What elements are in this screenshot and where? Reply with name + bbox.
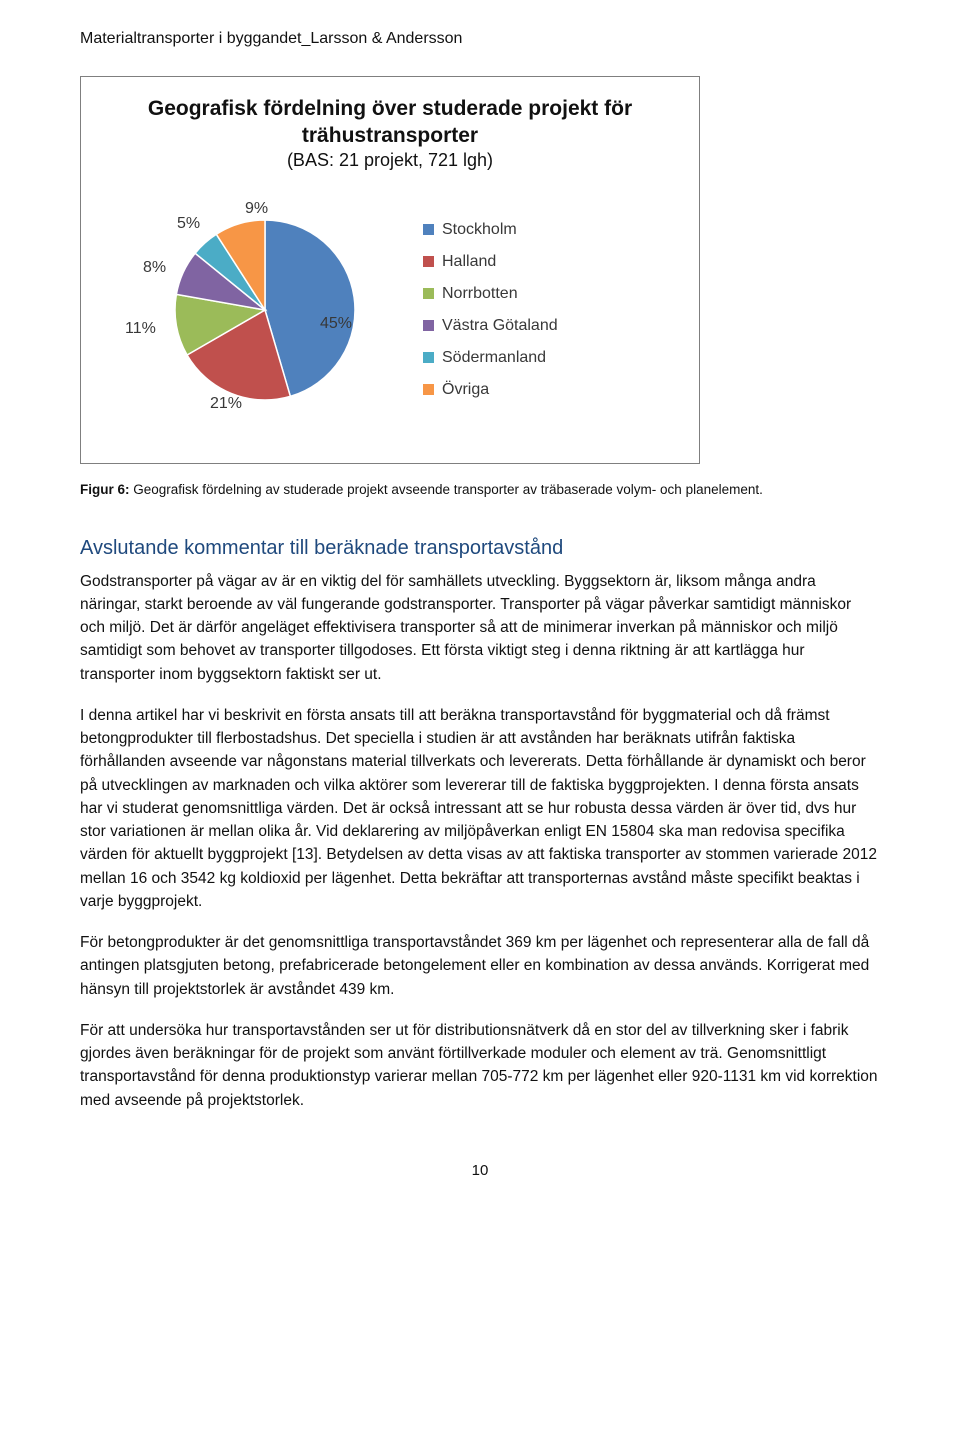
pie-chart: 45% 21% 11% 8% 5% 9%	[105, 185, 395, 435]
chart-subtitle: (BAS: 21 projekt, 721 lgh)	[105, 150, 675, 171]
legend-label: Halland	[442, 253, 496, 271]
figure-caption: Figur 6: Geografisk fördelning av studer…	[80, 482, 880, 497]
page-number: 10	[80, 1162, 880, 1179]
body-paragraph: I denna artikel har vi beskrivit en förs…	[80, 704, 880, 913]
legend-swatch	[423, 288, 434, 299]
legend-item: Halland	[423, 253, 558, 271]
body-paragraph: Godstransporter på vägar av är en viktig…	[80, 570, 880, 686]
legend-item: Norrbotten	[423, 285, 558, 303]
legend-item: Övriga	[423, 381, 558, 399]
pie-slice-label: 21%	[210, 395, 242, 413]
pie-chart-container: Geografisk fördelning över studerade pro…	[80, 76, 700, 464]
legend-swatch	[423, 256, 434, 267]
legend-label: Övriga	[442, 381, 489, 399]
legend-label: Västra Götaland	[442, 317, 558, 335]
legend-item: Stockholm	[423, 221, 558, 239]
legend-item: Södermanland	[423, 349, 558, 367]
chart-title-line-1: Geografisk fördelning över studerade pro…	[105, 95, 675, 122]
pie-slice-label: 8%	[143, 259, 166, 277]
running-header: Materialtransporter i byggandet_Larsson …	[80, 30, 880, 48]
figure-caption-text: Geografisk fördelning av studerade proje…	[133, 482, 763, 497]
legend-label: Norrbotten	[442, 285, 518, 303]
legend-label: Stockholm	[442, 221, 517, 239]
chart-title-line-2: trähustransporter	[105, 122, 675, 149]
chart-legend: Stockholm Halland Norrbotten Västra Götalan…	[423, 221, 558, 399]
pie-slice-label: 9%	[245, 200, 268, 218]
legend-swatch	[423, 224, 434, 235]
pie-slice-label: 45%	[320, 315, 352, 333]
legend-swatch	[423, 384, 434, 395]
legend-label: Södermanland	[442, 349, 546, 367]
legend-swatch	[423, 320, 434, 331]
body-paragraph: För att undersöka hur transportavstånden…	[80, 1019, 880, 1112]
section-heading: Avslutande kommentar till beräknade tran…	[80, 537, 880, 560]
legend-swatch	[423, 352, 434, 363]
legend-item: Västra Götaland	[423, 317, 558, 335]
body-paragraph: För betongprodukter är det genomsnittlig…	[80, 931, 880, 1001]
pie-slice-label: 5%	[177, 215, 200, 233]
figure-number: Figur 6:	[80, 482, 130, 497]
pie-slice-label: 11%	[125, 320, 156, 338]
